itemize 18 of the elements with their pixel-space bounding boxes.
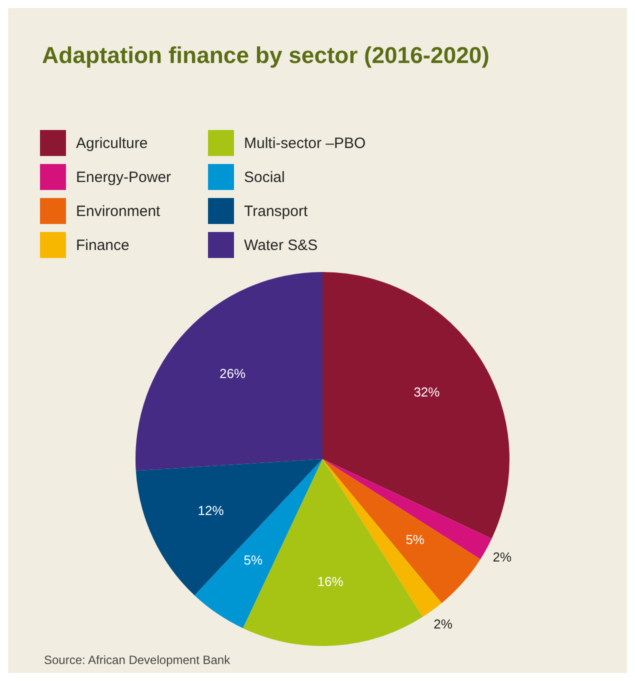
source-note: Source: African Development Bank <box>44 653 230 667</box>
legend-label: Social <box>244 168 285 186</box>
legend-label: Energy-Power <box>76 168 172 186</box>
legend-label: Multi-sector –PBO <box>244 134 366 152</box>
data-label: 2% <box>492 549 512 564</box>
legend-label: Agriculture <box>76 134 148 152</box>
legend-label: Water S&S <box>244 236 318 254</box>
data-label: 5% <box>406 532 425 548</box>
data-label: 26% <box>220 366 246 382</box>
legend-label: Transport <box>244 202 308 220</box>
data-label: 2% <box>434 616 453 632</box>
data-label: 32% <box>414 384 440 400</box>
data-label: 12% <box>198 503 224 518</box>
legend-label: Finance <box>76 236 130 254</box>
data-label: 16% <box>317 574 344 589</box>
data-label: 5% <box>244 552 263 568</box>
legend-label: Environment <box>76 202 160 220</box>
chart-title: Adaptation finance by sector (2016-2020) <box>42 42 490 69</box>
